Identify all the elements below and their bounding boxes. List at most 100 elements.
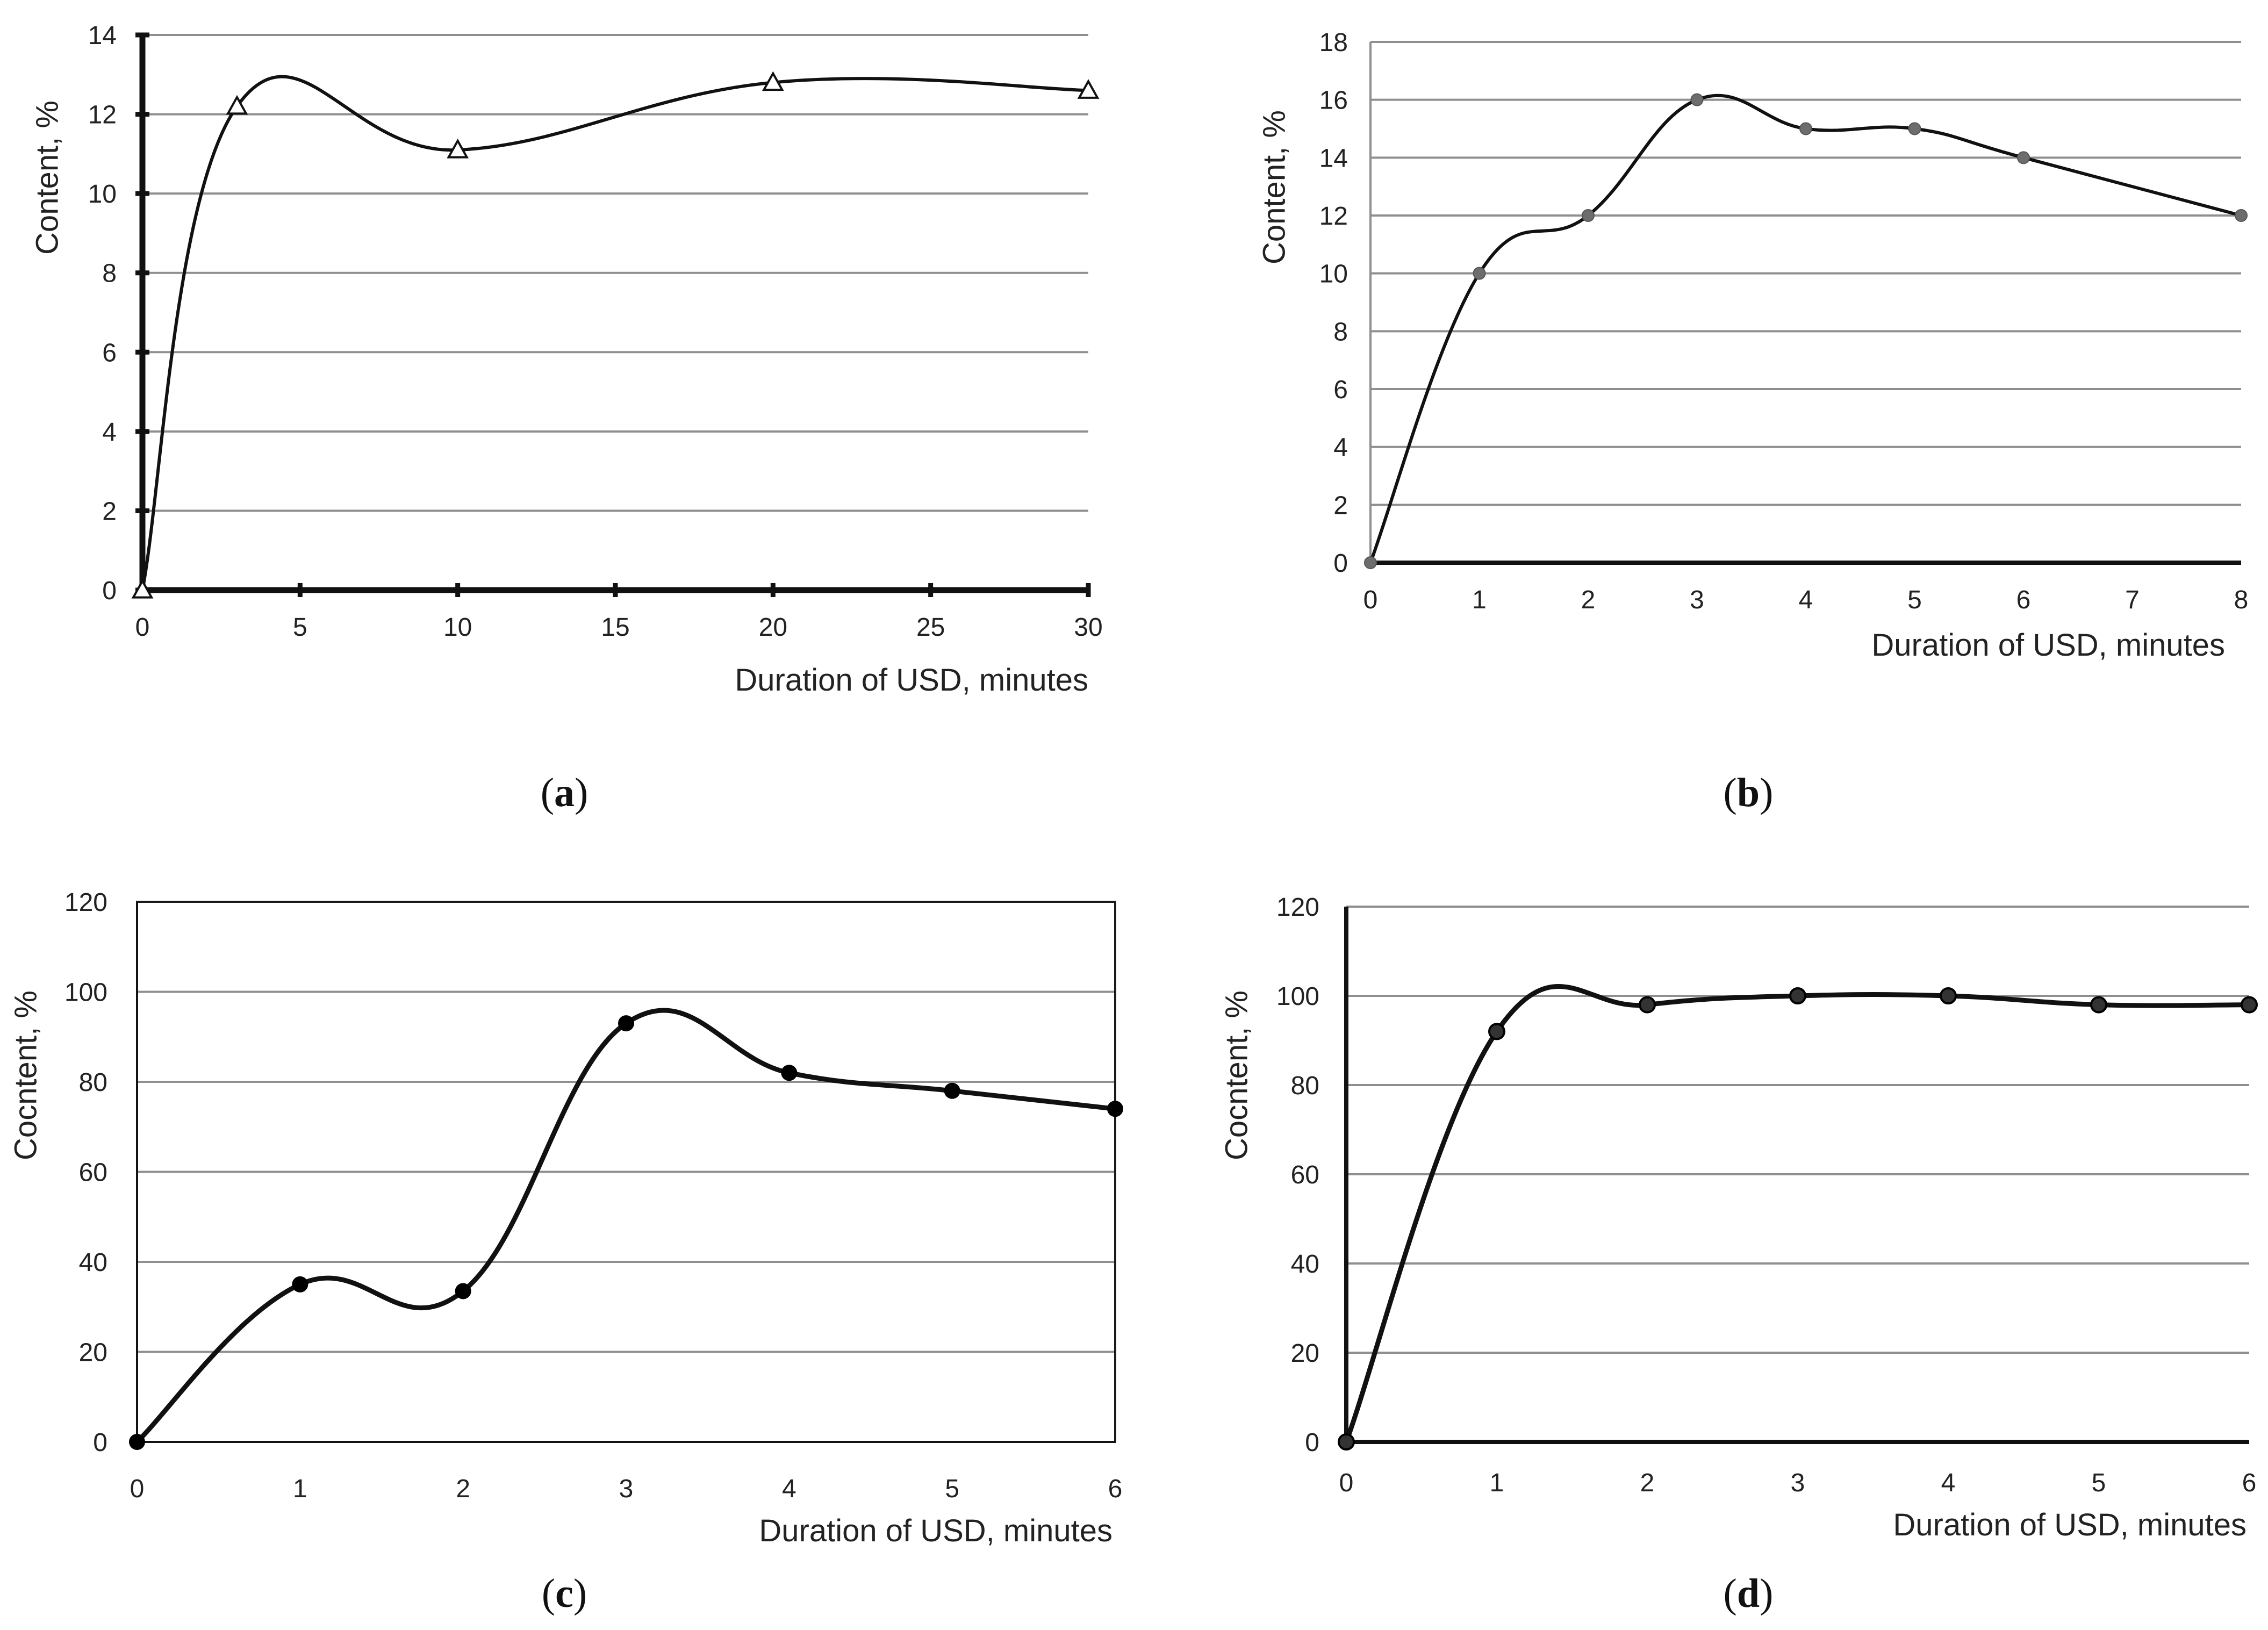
panel-label: (a) [541, 770, 588, 815]
y-tick-label: 0 [1305, 1428, 1319, 1457]
data-point [1582, 209, 1595, 222]
y-tick-label: 18 [1319, 28, 1348, 57]
x-tick-label: 2 [1640, 1469, 1655, 1497]
panel-label-open: ( [542, 1571, 555, 1616]
y-tick-label: 100 [1276, 982, 1319, 1011]
data-point [2241, 996, 2258, 1014]
data-point [1639, 996, 1656, 1014]
panel-label-open: ( [1724, 770, 1737, 815]
y-tick-label: 14 [1319, 144, 1348, 173]
panel-label-letter: a [554, 770, 575, 815]
y-axis-label: Cocntent, % [1219, 990, 1254, 1160]
data-point [131, 578, 154, 599]
data-point [762, 71, 784, 91]
data-point [618, 1015, 634, 1032]
y-tick-label: 120 [64, 888, 107, 917]
y-tick-label: 80 [1291, 1072, 1319, 1100]
x-tick-label: 30 [1074, 613, 1102, 642]
x-tick-label: 5 [293, 613, 307, 642]
y-tick-label: 20 [1291, 1339, 1319, 1368]
panel-label: (b) [1724, 770, 1774, 815]
data-point [292, 1276, 308, 1292]
panel-label-open: ( [541, 770, 554, 815]
panel-label: (c) [542, 1571, 587, 1616]
data-point [2090, 996, 2107, 1014]
x-tick-label: 8 [2234, 586, 2249, 614]
y-tick-label: 6 [1333, 376, 1348, 404]
x-tick-label: 6 [2016, 586, 2031, 614]
x-axis-label: Duration of USD, minutes [735, 663, 1088, 698]
data-point [1077, 79, 1100, 99]
data-point [455, 1283, 471, 1299]
x-tick-label: 1 [1472, 586, 1487, 614]
data-point [129, 1434, 145, 1450]
x-tick-label: 7 [2125, 586, 2140, 614]
x-tick-label: 3 [619, 1475, 634, 1503]
x-tick-label: 0 [130, 1475, 145, 1503]
panel-label-letter: c [555, 1571, 573, 1616]
x-tick-label: 6 [2242, 1469, 2257, 1497]
x-tick-label: 10 [443, 613, 472, 642]
y-tick-label: 60 [1291, 1161, 1319, 1189]
data-point [2235, 209, 2248, 222]
y-tick-label: 2 [102, 497, 117, 526]
x-tick-label: 0 [135, 613, 150, 642]
data-point [944, 1082, 960, 1099]
x-tick-label: 1 [293, 1475, 307, 1503]
y-tick-label: 8 [102, 260, 117, 288]
x-tick-label: 5 [945, 1475, 959, 1503]
x-tick-label: 2 [1581, 586, 1596, 614]
x-axis-label: Duration of USD, minutes [1893, 1507, 2247, 1542]
series-line [1369, 94, 2242, 564]
y-tick-label: 0 [93, 1428, 107, 1457]
panel-label-close: ) [1760, 1571, 1773, 1616]
x-tick-label: 0 [1363, 586, 1378, 614]
x-tick-label: 3 [1791, 1469, 1805, 1497]
data-point [1690, 93, 1704, 106]
x-tick-label: 25 [916, 613, 945, 642]
y-tick-label: 8 [1333, 318, 1348, 346]
y-tick-label: 40 [1291, 1250, 1319, 1279]
data-point [1799, 122, 1812, 135]
y-tick-label: 40 [79, 1248, 107, 1277]
x-tick-label: 4 [1799, 586, 1813, 614]
panel-label-letter: d [1737, 1571, 1760, 1616]
x-tick-label: 4 [782, 1475, 796, 1503]
y-tick-label: 2 [1333, 491, 1348, 520]
data-point [1789, 987, 1806, 1004]
data-point [1107, 1101, 1123, 1117]
y-tick-label: 16 [1319, 87, 1348, 115]
x-tick-label: 0 [1339, 1469, 1354, 1497]
y-tick-label: 100 [64, 979, 107, 1007]
x-tick-label: 4 [1941, 1469, 1956, 1497]
data-point [1940, 987, 1957, 1004]
panel-label-letter: b [1737, 770, 1760, 815]
y-tick-label: 12 [88, 101, 117, 130]
y-tick-label: 4 [1333, 434, 1348, 462]
panel-label-open: ( [1724, 1571, 1737, 1616]
y-tick-label: 120 [1276, 893, 1319, 922]
data-point [2017, 151, 2030, 164]
data-point [226, 95, 248, 115]
y-tick-label: 60 [79, 1159, 107, 1187]
panel-label-close: ) [573, 1571, 587, 1616]
x-tick-label: 5 [1907, 586, 1922, 614]
x-tick-label: 3 [1690, 586, 1704, 614]
chart-panel-a: 0 5 10 15 20 25 30 0 2 4 6 8 10 12 14 Duration of USD, … [30, 21, 1102, 815]
y-axis-label: Content, % [1257, 110, 1291, 264]
data-point [1473, 267, 1486, 280]
y-tick-label: 4 [102, 418, 117, 447]
series-line [141, 75, 1089, 591]
y-tick-label: 0 [1333, 549, 1348, 578]
y-axis-label: Cocntent, % [8, 990, 43, 1160]
panel-label-close: ) [575, 770, 588, 815]
y-tick-label: 12 [1319, 202, 1348, 231]
x-axis-label: Duration of USD, minutes [1871, 628, 2225, 663]
data-point [1364, 556, 1377, 569]
y-axis-label: Content, % [30, 100, 64, 255]
data-point [447, 138, 469, 159]
